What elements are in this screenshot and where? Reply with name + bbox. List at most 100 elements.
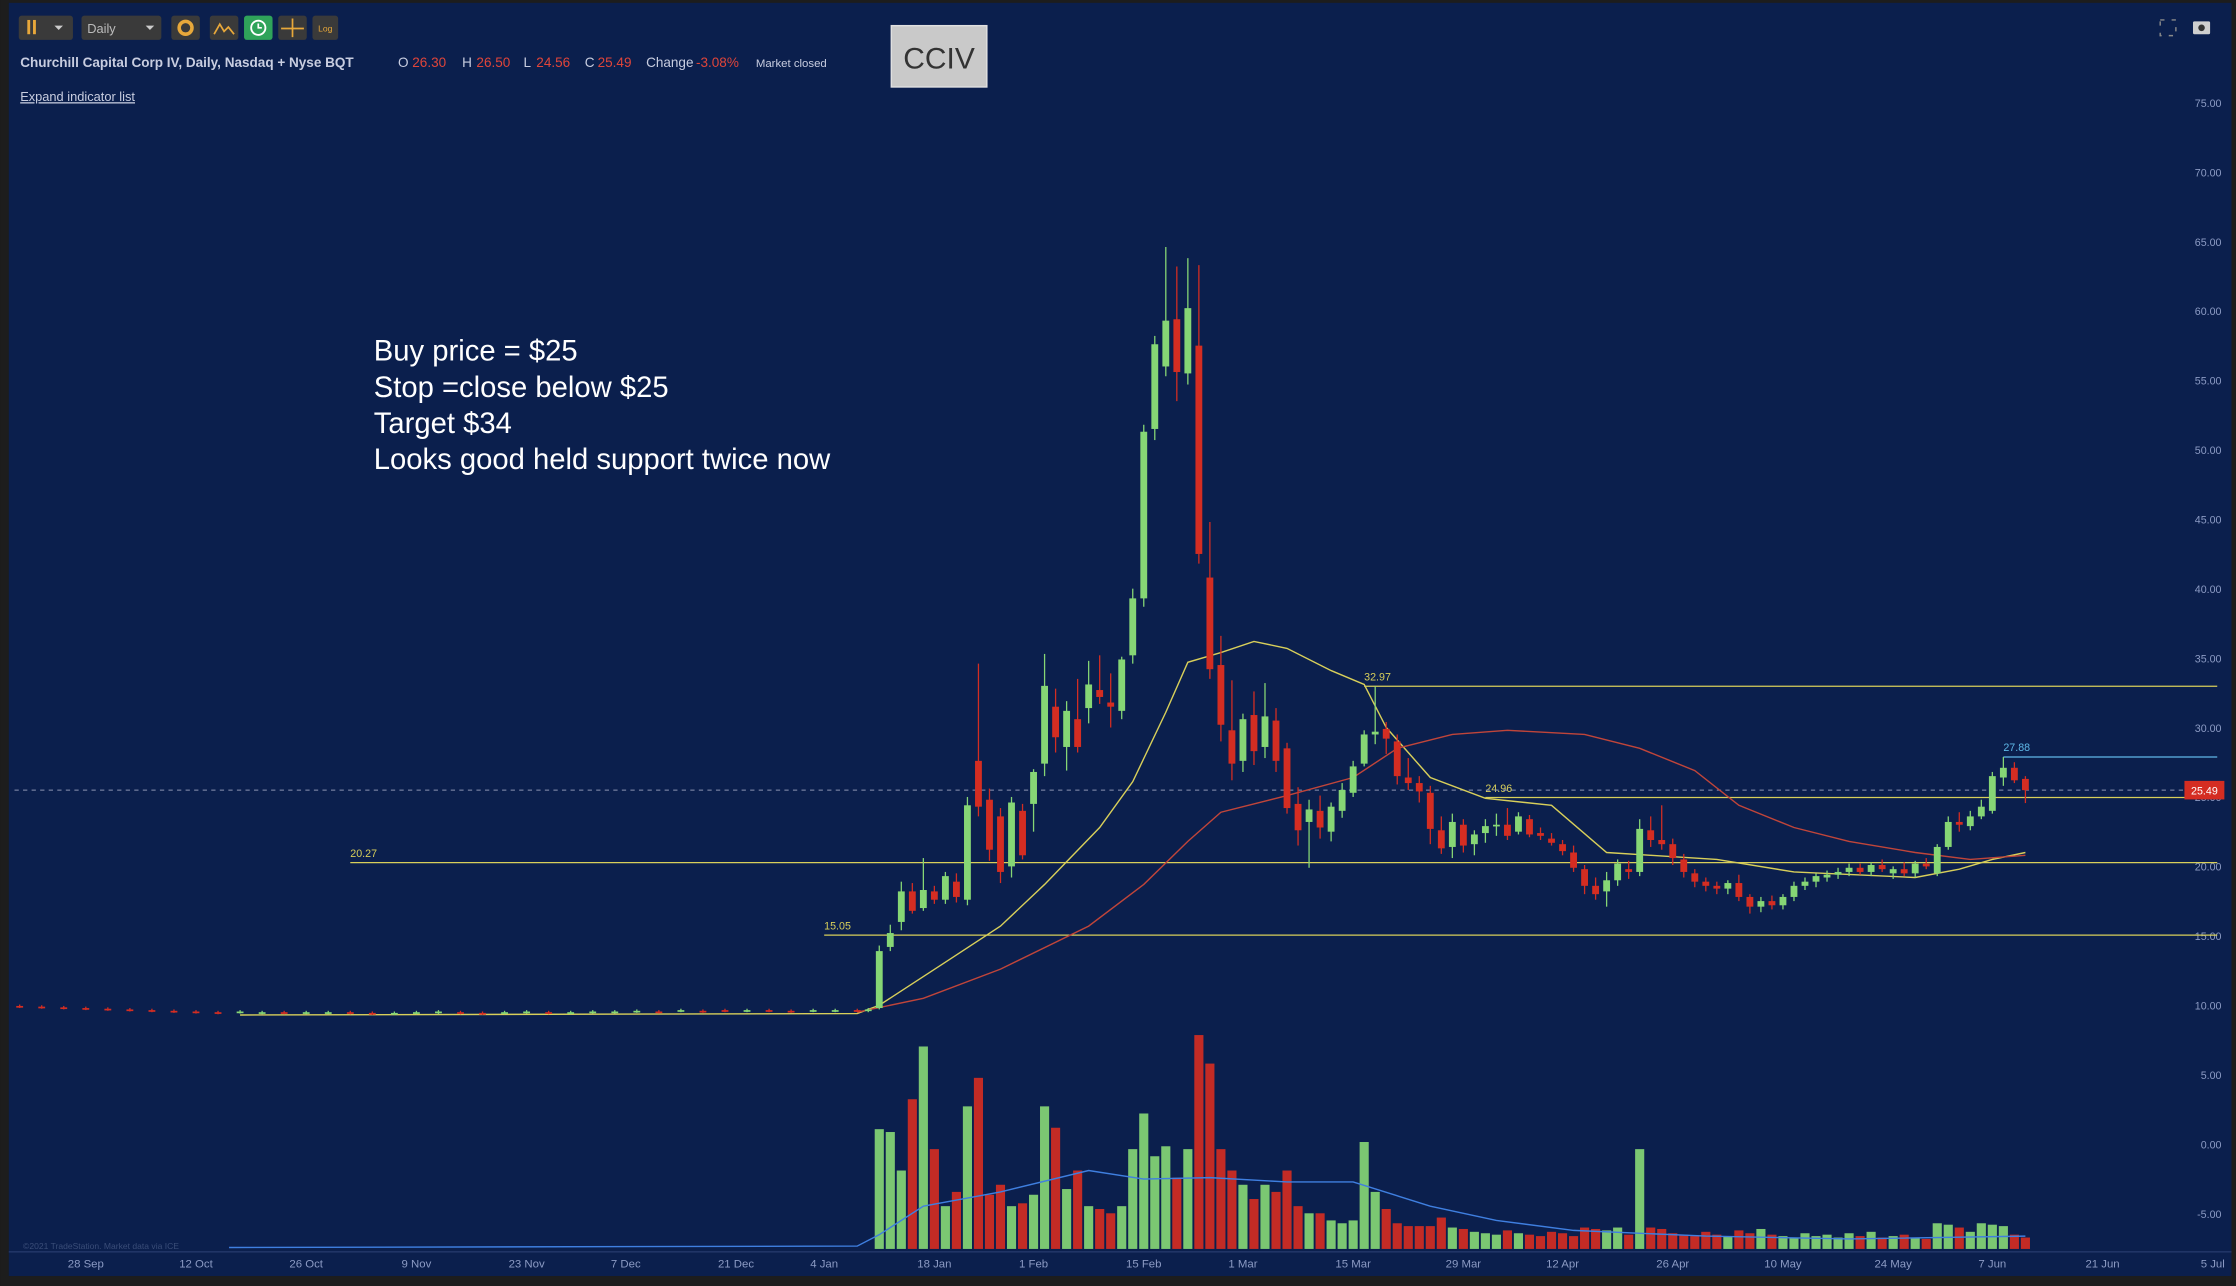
candle-body [390,1012,398,1015]
candle-body [1085,684,1093,709]
candle-body [1228,730,1236,764]
volume-bar [940,1206,950,1249]
candle-body [1437,830,1445,849]
candle-body [1999,767,2007,778]
indicator-button[interactable] [209,15,239,40]
candle-body [1548,838,1555,843]
icon [257,23,262,29]
volume-bar [1359,1142,1369,1249]
candle-body [1349,766,1357,793]
candle-body [126,1009,134,1012]
candle-body [589,1011,597,1014]
candle-body [1526,819,1533,835]
candle-body [523,1011,531,1014]
volume-bar [1756,1228,1766,1249]
volume-bar [1712,1234,1722,1249]
volume-bar [1524,1234,1535,1249]
volume-bar [1690,1236,1700,1249]
candle-body [1140,431,1148,599]
candle-body [1426,792,1434,829]
candle-body [875,951,883,1009]
candle-body [214,1012,222,1014]
candle-body [886,933,894,947]
candle-body [567,1012,575,1014]
candle-body [1581,869,1589,886]
open-value: 26.30 [412,55,446,70]
fullscreen-button[interactable] [2159,19,2177,37]
volume-bar [1392,1223,1402,1249]
settings-button[interactable] [171,15,200,40]
y-tick-label: 50.00 [2195,445,2222,457]
candle-body [346,1012,354,1014]
toolbar: Daily Log [18,15,2211,40]
x-tick-label: 24 May [1874,1258,1912,1270]
volume-bar [1502,1230,1513,1249]
expand-indicators-link[interactable]: Expand indicator list [20,89,135,104]
candle-body [655,1011,663,1014]
volume-bar [1833,1237,1843,1249]
y-tick-label: 40.00 [2195,584,2222,596]
close-value: 25.49 [598,55,632,70]
candle-body [997,816,1004,872]
icon [2198,24,2205,32]
y-tick-label: 70.00 [2195,167,2222,179]
candle-body [1019,810,1026,856]
x-tick-label: 23 Nov [509,1258,545,1270]
x-tick-label: 28 Sep [68,1258,104,1270]
candle-body [457,1012,464,1014]
candle-body [324,1012,332,1014]
last-price-label: 25.49 [2191,785,2218,797]
candle-body [699,1010,707,1013]
candle-body [170,1010,178,1013]
icon [54,25,63,30]
volume-bar [1602,1230,1612,1249]
volume-bar [1150,1156,1160,1249]
candle-body [809,1010,817,1012]
candle-body [1283,748,1291,809]
chart-style-button[interactable] [18,15,73,40]
volume-bar [1238,1184,1248,1249]
candle-body [1470,834,1478,845]
volume-bar [1348,1220,1358,1249]
candle-body [192,1011,200,1014]
candle-body [1625,869,1633,872]
volume-bar [1194,1035,1204,1249]
candle-body [1074,719,1082,747]
candle-body [787,1010,795,1013]
candle-body [1195,345,1203,554]
candle-body [412,1012,420,1014]
candle-body [1636,828,1644,872]
volume-bar [1921,1238,1931,1249]
y-tick-label: 65.00 [2195,237,2222,249]
volume-bar [1370,1191,1380,1249]
candle-body [1272,720,1280,761]
log-button[interactable] [312,15,339,40]
icon [281,18,304,38]
volume-bar [1513,1233,1524,1249]
x-tick-label: 21 Jun [2085,1258,2119,1270]
low-value: 24.56 [536,55,570,70]
candle-body [1448,821,1456,847]
high-value: 26.50 [476,55,510,70]
legend-header: Churchill Capital Corp IV, Daily, Nasdaq… [20,55,827,104]
interval-dropdown[interactable] [81,15,162,40]
candle-body [1603,880,1611,892]
low-label: L [523,55,531,70]
candle-body [1360,734,1368,764]
candle-body [986,799,993,850]
candle-body [1008,802,1015,867]
volume-bar [918,1046,928,1249]
candle-body [1735,883,1743,897]
candle-body [1834,871,1842,875]
volume-bar [1888,1236,1898,1249]
volume-bar [1205,1063,1215,1249]
candle-body [964,805,971,900]
volume-bar [1469,1231,1479,1249]
volume-bar [1117,1206,1127,1249]
candle-body [677,1010,685,1012]
candle-body [1812,876,1820,882]
candle-body [38,1006,46,1009]
candle-body [1338,790,1346,811]
candle-body [952,881,960,897]
y-tick-label: 45.00 [2195,515,2222,527]
